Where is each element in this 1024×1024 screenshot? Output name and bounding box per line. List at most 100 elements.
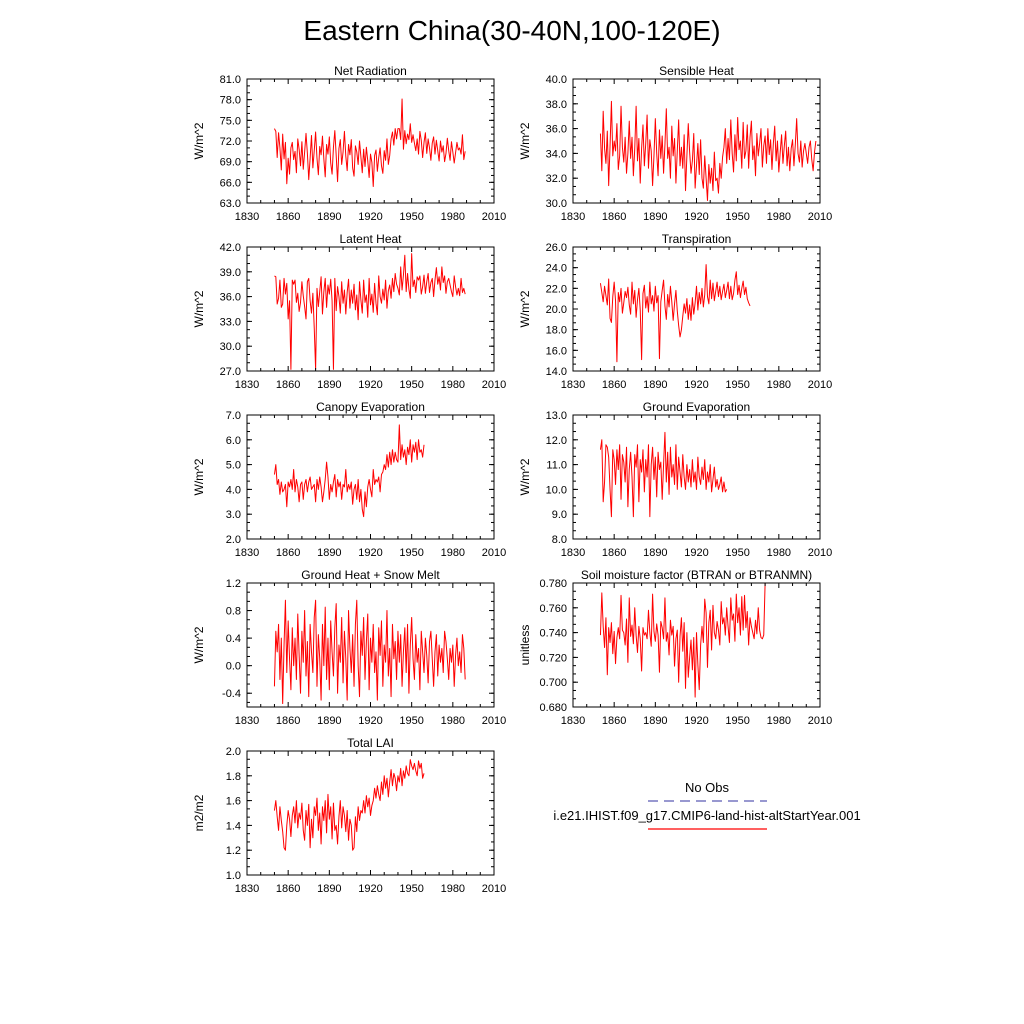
y-axis-label: W/m^2 [518, 290, 532, 327]
chart-panel-3: 1830 1860 1890 1920 1950 1980 2010 14.0 16.0 18.0… [518, 232, 832, 391]
x-tick-label: 1830 [235, 211, 259, 223]
x-tick-label: 1860 [602, 379, 626, 391]
y-tick-label: 8.0 [552, 534, 567, 546]
x-tick-label: 1890 [643, 211, 667, 223]
chart-panel-4: 1830 1860 1890 1920 1950 1980 2010 2.0 3.0 4.0 5.0… [192, 400, 506, 559]
y-tick-label: 0.680 [539, 702, 567, 714]
y-tick-label: 3.0 [226, 509, 241, 521]
y-tick-label: 0.760 [539, 603, 567, 615]
x-tick-label: 1950 [399, 883, 423, 895]
y-tick-label: 30.0 [220, 341, 241, 353]
x-tick-label: 1890 [643, 547, 667, 559]
y-tick-label: 78.0 [220, 95, 241, 107]
chart-panel-7: 1830 1860 1890 1920 1950 1980 2010 0.680 0.700 0.… [518, 568, 832, 727]
y-tick-label: 39.0 [220, 267, 241, 279]
y-axis-label: W/m^2 [192, 122, 206, 159]
x-tick-label: 1890 [317, 883, 341, 895]
panel-title: Transpiration [662, 232, 732, 246]
chart-panel-0: 1830 1860 1890 1920 1950 1980 2010 63.0 66.0 69.0… [192, 64, 506, 223]
y-tick-label: 33.0 [220, 316, 241, 328]
x-tick-label: 1980 [441, 379, 465, 391]
panel-title: Net Radiation [334, 64, 407, 78]
y-tick-label: 36.0 [546, 124, 567, 136]
y-tick-label: 42.0 [220, 242, 241, 254]
y-tick-label: 20.0 [546, 304, 567, 316]
series-line-0-0 [273, 98, 466, 187]
y-axis-label: W/m^2 [192, 290, 206, 327]
panels-group: 1830 1860 1890 1920 1950 1980 2010 63.0 66.0 69.0… [192, 64, 832, 895]
y-tick-label: 16.0 [546, 345, 567, 357]
y-tick-label: 0.700 [539, 677, 567, 689]
series-line-7-0 [599, 583, 766, 698]
x-tick-label: 1980 [441, 715, 465, 727]
x-tick-label: 1890 [317, 715, 341, 727]
x-tick-label: 1980 [767, 211, 791, 223]
y-tick-label: 38.0 [546, 99, 567, 111]
y-tick-label: 40.0 [546, 74, 567, 86]
chart-panel-6: 1830 1860 1890 1920 1950 1980 2010 -0.4 0.0 0.4 0.… [192, 568, 506, 727]
panel-title: Ground Evaporation [643, 400, 750, 414]
x-tick-label: 1890 [317, 211, 341, 223]
series-line-1-0 [599, 100, 817, 202]
y-axis-label: unitless [518, 625, 532, 666]
y-tick-label: -0.4 [222, 688, 241, 700]
x-tick-label: 1830 [235, 715, 259, 727]
y-tick-label: 36.0 [220, 292, 241, 304]
x-tick-label: 1830 [235, 379, 259, 391]
y-tick-label: 30.0 [546, 198, 567, 210]
y-tick-label: 0.780 [539, 578, 567, 590]
legend: No Obs i.e21.IHIST.f09_g17.CMIP6-land-hi… [553, 780, 861, 830]
x-tick-label: 1950 [399, 211, 423, 223]
x-tick-label: 1950 [725, 379, 749, 391]
x-tick-label: 1830 [561, 211, 585, 223]
y-tick-label: 11.0 [546, 460, 567, 472]
panel-title: Ground Heat + Snow Melt [301, 568, 440, 582]
x-tick-label: 1980 [767, 715, 791, 727]
x-tick-label: 1920 [684, 379, 708, 391]
y-tick-label: 13.0 [546, 410, 567, 422]
y-tick-label: 0.8 [226, 606, 241, 618]
y-tick-label: 1.2 [226, 578, 241, 590]
y-tick-label: 0.4 [226, 633, 241, 645]
y-axis-label: m2/m2 [192, 794, 206, 831]
y-axis-label: W/m^2 [192, 458, 206, 495]
y-tick-label: 2.0 [226, 746, 241, 758]
y-tick-label: 26.0 [546, 242, 567, 254]
x-tick-label: 1860 [602, 211, 626, 223]
x-tick-label: 2010 [808, 379, 832, 391]
x-tick-label: 1860 [602, 547, 626, 559]
y-tick-label: 2.0 [226, 534, 241, 546]
x-tick-label: 1950 [725, 547, 749, 559]
x-tick-label: 1830 [235, 547, 259, 559]
y-tick-label: 10.0 [546, 484, 567, 496]
y-tick-label: 27.0 [220, 366, 241, 378]
x-tick-label: 1860 [602, 715, 626, 727]
legend-model-label: i.e21.IHIST.f09_g17.CMIP6-land-hist-altS… [553, 808, 860, 823]
panel-title: Latent Heat [339, 232, 402, 246]
y-tick-label: 18.0 [546, 325, 567, 337]
x-tick-label: 1860 [276, 547, 300, 559]
y-tick-label: 32.0 [546, 173, 567, 185]
y-tick-label: 14.0 [546, 366, 567, 378]
series-line-6-0 [273, 599, 466, 705]
series-line-5-0 [599, 431, 728, 518]
x-tick-label: 1920 [358, 547, 382, 559]
x-tick-label: 2010 [808, 547, 832, 559]
y-tick-label: 22.0 [546, 283, 567, 295]
x-tick-label: 1920 [684, 547, 708, 559]
y-tick-label: 0.740 [539, 628, 567, 640]
chart-panel-5: 1830 1860 1890 1920 1950 1980 2010 8.0 9.0 10.0 11… [518, 400, 832, 559]
x-tick-label: 2010 [482, 211, 506, 223]
y-tick-label: 1.8 [226, 771, 241, 783]
x-tick-label: 1830 [235, 883, 259, 895]
panel-title: Soil moisture factor (BTRAN or BTRANMN) [581, 568, 812, 582]
chart-panel-2: 1830 1860 1890 1920 1950 1980 2010 27.0 30.0 33.0… [192, 232, 506, 391]
x-tick-label: 1980 [441, 547, 465, 559]
x-tick-label: 2010 [482, 883, 506, 895]
y-tick-label: 24.0 [546, 263, 567, 275]
x-tick-label: 1980 [441, 211, 465, 223]
chart-panel-8: 1830 1860 1890 1920 1950 1980 2010 1.0 1.2 1.4 1.6… [192, 736, 506, 895]
y-tick-label: 0.720 [539, 652, 567, 664]
y-tick-label: 0.0 [226, 661, 241, 673]
